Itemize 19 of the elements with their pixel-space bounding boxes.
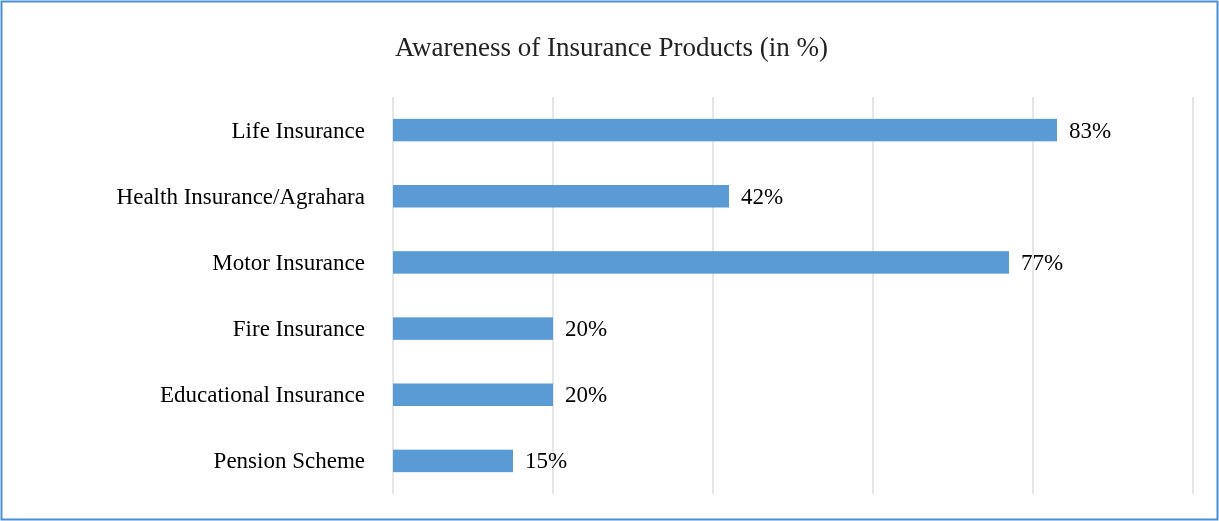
data-label: 42%: [741, 183, 784, 209]
y-tick-label: Fire Insurance: [232, 316, 365, 342]
bar: [393, 449, 513, 473]
chart-title: Awareness of Insurance Products (in %): [394, 32, 829, 62]
data-label: 83%: [1069, 117, 1112, 143]
data-label: 15%: [525, 448, 568, 474]
bar: [393, 251, 1009, 274]
data-label: 20%: [565, 382, 608, 408]
y-tick-label: Life Insurance: [231, 117, 365, 143]
y-tick-label: Educational Insurance: [160, 382, 365, 408]
data-label: 20%: [565, 316, 608, 342]
data-label: 77%: [1021, 249, 1064, 275]
bar: [393, 317, 553, 340]
bar: [393, 185, 729, 208]
y-tick-label: Motor Insurance: [212, 249, 365, 275]
bar: [393, 118, 1057, 142]
y-tick-label: Pension Scheme: [213, 448, 365, 474]
y-tick-label: Health Insurance/Agrahara: [116, 183, 365, 209]
bar: [393, 383, 553, 406]
